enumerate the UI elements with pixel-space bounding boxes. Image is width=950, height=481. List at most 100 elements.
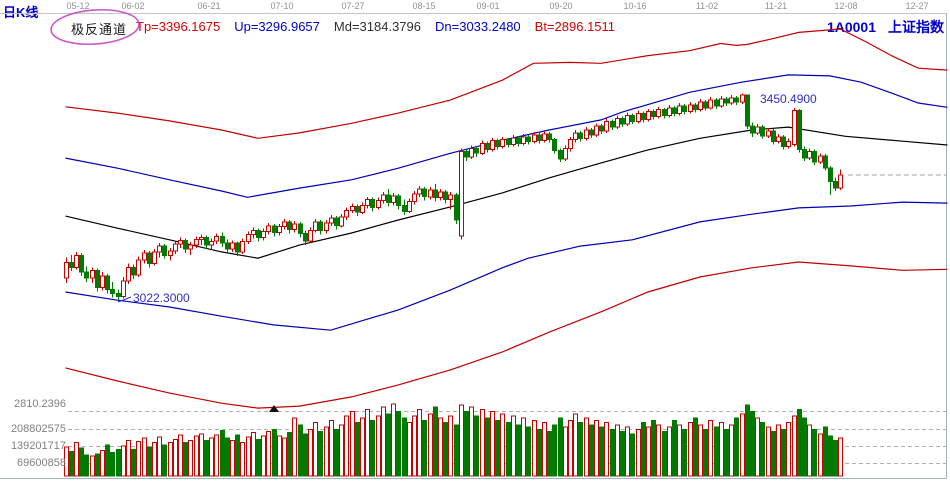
volume-bar: [506, 422, 511, 477]
volume-bar: [532, 419, 537, 477]
candle: [272, 223, 277, 237]
volume-bar: [750, 411, 755, 477]
volume-bar: [802, 417, 807, 477]
volume-bar: [350, 411, 355, 477]
volume-bar: [334, 428, 339, 477]
candle: [225, 239, 230, 253]
volume-bar: [714, 426, 719, 477]
volume-axis-label: 69600858: [17, 457, 66, 469]
volume-bar: [381, 406, 386, 477]
volume-bar: [168, 442, 173, 477]
volume-bar: [708, 419, 713, 477]
candle: [355, 204, 360, 217]
volume-bar: [490, 411, 495, 477]
volume-bar: [682, 428, 687, 477]
volume-bar: [667, 426, 672, 477]
candle: [266, 222, 271, 235]
candle: [90, 267, 95, 283]
candle: [558, 148, 563, 162]
volume-bar: [199, 433, 204, 477]
candle: [157, 243, 162, 258]
candle: [277, 223, 282, 236]
volume-bar: [724, 428, 729, 477]
candle: [698, 99, 703, 112]
candle: [620, 116, 625, 128]
candle: [298, 221, 303, 238]
volume-bar: [298, 424, 303, 477]
volume-bar: [443, 422, 448, 477]
indicator-value: Bt=2896.1511: [534, 19, 616, 34]
volume-bars: [64, 403, 843, 477]
candle: [552, 137, 557, 154]
date-tick: 09-01: [476, 1, 500, 11]
high-annotation: 3450.4900: [760, 92, 817, 106]
candle: [454, 192, 459, 224]
candle: [324, 220, 329, 234]
candle: [360, 202, 365, 215]
candle: [261, 228, 266, 241]
volume-bar: [552, 424, 557, 477]
candle: [126, 263, 131, 284]
candle: [344, 207, 349, 220]
volume-bar: [636, 428, 641, 477]
volume-bar: [183, 442, 188, 477]
volume-bar: [734, 417, 739, 477]
candle: [417, 186, 422, 197]
candle: [516, 135, 521, 147]
volume-bar: [818, 433, 823, 477]
volume-bar: [220, 429, 225, 477]
candle: [646, 108, 651, 122]
volume-bar: [776, 424, 781, 477]
volume-bar: [438, 417, 443, 477]
candle: [724, 97, 729, 106]
symbol-code[interactable]: 1A0001: [826, 19, 876, 35]
candle: [719, 96, 724, 108]
kline-period-label[interactable]: 日K线: [3, 5, 39, 20]
candle: [714, 98, 719, 109]
candle: [547, 132, 552, 143]
volume-bar: [157, 436, 162, 477]
date-tick: 12-27: [905, 1, 929, 11]
volume-bar: [142, 437, 147, 477]
candle: [526, 134, 531, 145]
volume-bar: [428, 413, 433, 477]
candle: [568, 136, 573, 152]
indicator-value: Tp=3396.1675: [136, 19, 221, 34]
candle: [818, 153, 823, 164]
candle: [282, 219, 287, 230]
volume-bar: [407, 422, 412, 477]
candle: [599, 124, 604, 134]
volume-bar: [173, 438, 178, 477]
price-axis-label: 2810.2396: [14, 398, 66, 410]
volume-bar: [131, 448, 136, 477]
candle: [386, 189, 391, 207]
triangle-marker: [269, 405, 279, 412]
candle: [287, 220, 292, 234]
volume-bar: [277, 435, 282, 477]
candle: [204, 235, 209, 249]
candle: [116, 289, 121, 301]
candle: [682, 103, 687, 115]
date-tick: 06-21: [197, 1, 221, 11]
candle: [142, 250, 147, 264]
volume-bar: [344, 415, 349, 477]
candle: [376, 197, 381, 210]
indicator-values: Tp=3396.1675 Up=3296.9657 Md=3184.3796 Dn=3…: [136, 19, 629, 34]
candle: [760, 125, 765, 139]
volume-bar: [464, 411, 469, 477]
volume-bar: [729, 424, 734, 477]
candle: [131, 264, 136, 279]
channel-line-md: [65, 126, 948, 259]
candle: [797, 108, 802, 153]
volume-bar: [511, 415, 516, 477]
volume-bar: [116, 448, 121, 477]
candle: [662, 107, 667, 119]
symbol-name[interactable]: 上证指数: [888, 19, 944, 35]
date-tick: 10-16: [623, 1, 647, 11]
volume-bar: [766, 426, 771, 477]
candle: [199, 234, 204, 246]
volume-bar: [651, 419, 656, 477]
volume-bar: [771, 431, 776, 477]
volume-bar: [672, 419, 677, 477]
